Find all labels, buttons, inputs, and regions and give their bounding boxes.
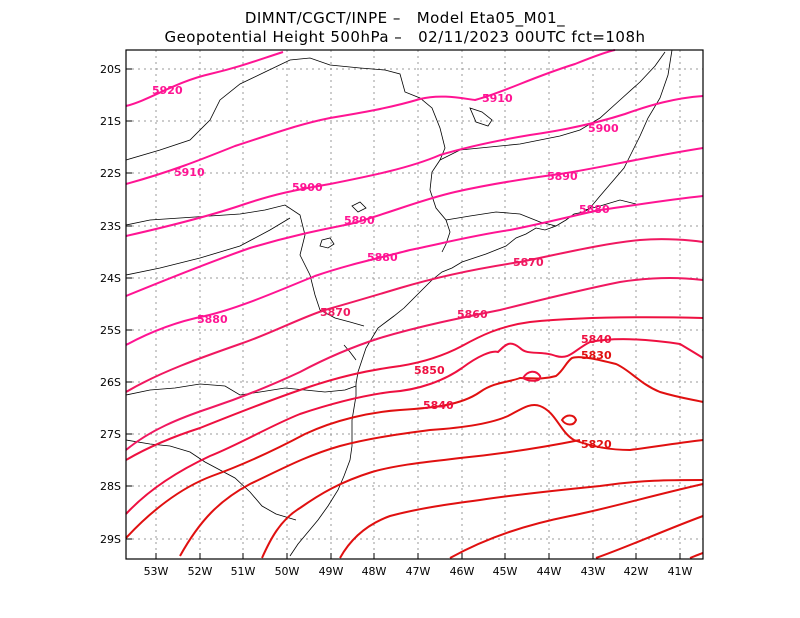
contour-5840a bbox=[125, 338, 704, 515]
contour-label: 5830 bbox=[581, 349, 612, 362]
contour-label: 5900 bbox=[292, 181, 323, 194]
reservoir bbox=[469, 107, 493, 127]
contour-5830 bbox=[125, 356, 704, 539]
contour-label: 5890 bbox=[344, 214, 375, 227]
contours bbox=[125, 49, 704, 559]
contour-5820 bbox=[179, 404, 704, 557]
state-border bbox=[125, 204, 365, 327]
reservoir bbox=[351, 201, 367, 213]
map-frame bbox=[125, 49, 704, 560]
lon-tick: 42W bbox=[624, 565, 649, 578]
state-border bbox=[125, 57, 451, 253]
lon-tick: 44W bbox=[537, 565, 562, 578]
contour-5840b bbox=[521, 370, 542, 382]
state-border bbox=[584, 199, 637, 211]
lat-tick: 23S bbox=[100, 220, 121, 233]
contour-label: 5880 bbox=[197, 313, 228, 326]
lat-tick: 22S bbox=[100, 167, 121, 180]
state-border bbox=[439, 51, 666, 161]
lon-tick: 48W bbox=[362, 565, 387, 578]
state-border bbox=[343, 344, 357, 361]
state-border bbox=[125, 383, 357, 396]
contour-label: 5860 bbox=[457, 308, 488, 321]
contour-5850 bbox=[125, 316, 704, 461]
chart-title-line1: DIMNT/CGCT/INPE – Model Eta05_M01_ bbox=[244, 9, 566, 27]
contour-label: 5840 bbox=[581, 333, 612, 346]
lon-tick: 41W bbox=[668, 565, 693, 578]
contour-label: 5910 bbox=[174, 166, 205, 179]
lat-tick: 29S bbox=[100, 533, 121, 546]
state-border bbox=[125, 217, 291, 276]
contour-label: 5870 bbox=[513, 256, 544, 269]
chart-title-line2: Geopotential Height 500hPa – 02/11/2023 … bbox=[164, 28, 646, 46]
lon-tick: 51W bbox=[231, 565, 256, 578]
tick-marks bbox=[126, 68, 681, 559]
contour-5770 bbox=[689, 552, 704, 559]
lon-tick: 46W bbox=[450, 565, 475, 578]
lon-tick: 49W bbox=[319, 565, 344, 578]
contour-label: 5920 bbox=[152, 84, 183, 97]
contour-labels: 5920 5910 5910 5900 5900 5890 5890 5880 … bbox=[152, 84, 619, 451]
lon-tick: 43W bbox=[581, 565, 606, 578]
lon-tick: 53W bbox=[144, 565, 169, 578]
contour-5920 bbox=[125, 51, 284, 107]
lat-tick: 21S bbox=[100, 115, 121, 128]
lon-labels: 53W 52W 51W 50W 49W 48W 47W 46W 45W 44W … bbox=[144, 565, 693, 578]
contour-label: 5890 bbox=[547, 170, 578, 183]
lon-tick: 52W bbox=[188, 565, 213, 578]
contour-5910 bbox=[125, 49, 616, 185]
lat-tick: 26S bbox=[100, 376, 121, 389]
lat-tick: 25S bbox=[100, 324, 121, 337]
contour-5810 bbox=[261, 439, 581, 559]
contour-5780 bbox=[595, 515, 704, 559]
lon-tick: 50W bbox=[275, 565, 300, 578]
contour-label: 5840 bbox=[423, 399, 454, 412]
lat-tick: 24S bbox=[100, 272, 121, 285]
contour-5860 bbox=[125, 277, 704, 451]
contour-label: 5820 bbox=[581, 438, 612, 451]
lon-tick: 47W bbox=[406, 565, 431, 578]
lat-labels: 20S 21S 22S 23S 24S 25S 26S 27S 28S 29S bbox=[100, 63, 121, 546]
contour-label: 5870 bbox=[320, 306, 351, 319]
contour-5880 bbox=[125, 195, 704, 346]
contour-5830b bbox=[560, 414, 578, 426]
lon-tick: 45W bbox=[493, 565, 518, 578]
contour-5890 bbox=[125, 147, 704, 297]
contour-label: 5910 bbox=[482, 92, 513, 105]
lat-tick: 27S bbox=[100, 428, 121, 441]
contour-label: 5900 bbox=[588, 122, 619, 135]
lat-tick: 28S bbox=[100, 480, 121, 493]
contour-label: 5880 bbox=[579, 203, 610, 216]
contour-label: 5880 bbox=[367, 251, 398, 264]
contour-label: 5850 bbox=[414, 364, 445, 377]
state-border bbox=[125, 439, 297, 521]
contour-5790 bbox=[449, 483, 704, 559]
contour-5900 bbox=[125, 95, 704, 237]
lat-tick: 20S bbox=[100, 63, 121, 76]
reservoir bbox=[319, 237, 335, 249]
contour-5800 bbox=[339, 479, 704, 559]
contour-5870 bbox=[125, 238, 704, 393]
